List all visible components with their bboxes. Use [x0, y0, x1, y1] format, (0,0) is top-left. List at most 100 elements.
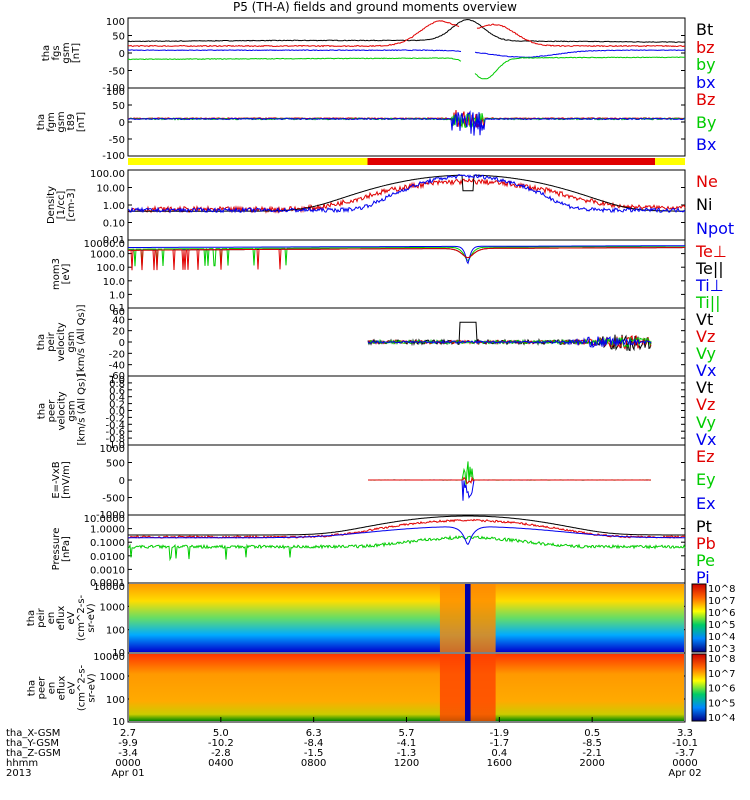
x-tick-label: -2.1 — [582, 748, 602, 759]
x-tick-label: -2.8 — [211, 748, 231, 759]
y-tick-label: 100 — [106, 87, 125, 98]
y-tick-label: 1000 — [100, 672, 125, 683]
y-axis-label-peirv: tha peir velocity gsm [km/s (All Qs)] — [36, 304, 87, 376]
colorbar-peir_spec — [691, 583, 707, 653]
x-row-label: tha_X-GSM — [6, 728, 61, 739]
spectrogram-peir_spec — [129, 584, 684, 652]
y-tick-label: 100.00 — [90, 169, 125, 180]
y-tick-label: 1.0 — [109, 375, 125, 386]
y-tick-label: 0 — [119, 49, 125, 60]
legend-peirv-Vy: Vy — [696, 344, 716, 363]
y-tick-label: 10000 — [93, 582, 125, 593]
y-tick-label: -20 — [109, 349, 125, 360]
x-tick-label: Apr 02 — [668, 768, 702, 779]
y-tick-label: -0.4 — [105, 420, 125, 431]
x-row-label: 2013 — [6, 768, 32, 779]
x-tick-label: -1.5 — [303, 748, 324, 759]
y-tick-label: 10.0 — [103, 277, 125, 288]
series-Ex — [368, 479, 651, 501]
series-Te-perp — [128, 247, 685, 271]
panel-frame-peerv — [127, 375, 686, 446]
y-tick-label: 60 — [112, 307, 125, 318]
y-tick-label: 50 — [112, 101, 125, 112]
y-tick-label: 0.0001 — [90, 578, 125, 589]
series-bx — [474, 49, 686, 58]
y-tick-label: -40 — [109, 361, 125, 372]
colorbar-label: 10^4 — [708, 632, 735, 643]
legend-peirv-Vt: Vt — [696, 310, 714, 329]
y-tick-label: 0.1000 — [90, 538, 125, 549]
colorbar-label: 10^6 — [708, 608, 735, 619]
y-tick-label: 40 — [112, 315, 125, 326]
x-tick-label: 0.5 — [584, 728, 601, 739]
y-tick-label: -1000 — [96, 510, 125, 521]
colorbar-label: 10^8 — [708, 654, 735, 665]
x-tick-label: 0000 — [115, 758, 141, 769]
y-tick-label: -100 — [102, 151, 125, 162]
x-row-label: hhmm — [6, 758, 39, 769]
series-Vt — [367, 321, 652, 352]
y-axis-label-peir_spec: tha peir en eflux eV (cm^2-s- sr-eV) — [26, 594, 97, 642]
series-Pe — [127, 534, 686, 562]
series-by — [474, 56, 685, 80]
y-tick-label: 1.00 — [103, 201, 125, 212]
legend-peirv-Vx: Vx — [696, 361, 717, 380]
y-tick-label: 0 — [119, 476, 125, 487]
legend-temp-Te⊥: Te⊥ — [696, 242, 727, 261]
y-tick-label: 0 — [119, 338, 125, 349]
y-tick-label: 100.0 — [96, 263, 125, 274]
legend-peerv-Vy: Vy — [696, 412, 716, 432]
x-row-label: tha_Y-GSM — [6, 738, 60, 749]
legend-density-Ne: Ne — [696, 172, 718, 191]
quality-bar-flag — [367, 158, 655, 165]
series-Npot — [127, 173, 686, 214]
colorbar-label: 10^8 — [708, 584, 735, 595]
legend-density-Ni: Ni — [696, 195, 713, 215]
x-tick-label: 2.7 — [120, 728, 136, 739]
y-tick-label: 10000 — [93, 652, 125, 663]
x-tick-label: 0.4 — [491, 748, 508, 759]
colorbar-label: 10^3 — [708, 644, 735, 655]
x-tick-label: 0400 — [208, 758, 234, 769]
colorbar-label: 10^7 — [708, 669, 735, 680]
y-tick-label: 10 — [112, 648, 125, 659]
spectrogram-peer_spec — [129, 654, 684, 721]
y-tick-label: 0.8 — [109, 379, 125, 390]
y-tick-label: 0.0 — [109, 407, 125, 418]
legend-peerv-Vz: Vz — [696, 395, 716, 415]
legend-temp-Ti||: Ti|| — [696, 293, 721, 312]
y-tick-label: 0 — [119, 118, 125, 129]
series-Ni — [128, 174, 685, 212]
y-tick-label: 1000.0 — [90, 250, 125, 261]
x-tick-label: 0000 — [672, 758, 698, 769]
x-tick-label: 1600 — [486, 758, 513, 769]
y-tick-label: 50 — [112, 32, 125, 43]
y-tick-label: 1000 — [100, 602, 125, 613]
series-Ey — [368, 461, 652, 486]
series-Pt — [128, 515, 685, 536]
x-tick-label: 5.7 — [398, 728, 415, 739]
y-tick-label: -0.8 — [105, 434, 125, 445]
legend-pressure-Pt: Pt — [696, 517, 712, 536]
series-Vx — [367, 336, 652, 349]
colorbar-label: 10^4 — [708, 713, 735, 724]
y-tick-label: 0.1 — [109, 303, 125, 314]
y-tick-label: 100 — [106, 626, 125, 637]
colorbar-label: 10^5 — [708, 698, 735, 709]
y-axis-label-fgm: tha fgm gsm t89 [nT] — [36, 111, 87, 133]
legend-peirv-Vz: Vz — [696, 327, 716, 346]
colorbar-peer_spec — [691, 653, 707, 722]
series-by — [127, 57, 462, 62]
x-tick-label: -8.5 — [582, 738, 602, 749]
x-tick-label: -1.3 — [396, 748, 417, 759]
legend-pressure-Pi: Pi — [696, 568, 710, 587]
series-bz — [127, 20, 460, 48]
x-tick-label: 3.3 — [677, 728, 693, 739]
legend-temp-Te||: Te|| — [696, 259, 724, 278]
y-tick-label: 1.0000 — [90, 525, 125, 536]
x-tick-label: 5.0 — [212, 728, 229, 739]
x-tick-label: Apr 01 — [111, 768, 145, 779]
y-axis-label-pressure: Pressure [nPa] — [51, 527, 72, 571]
y-tick-label: -500 — [102, 494, 125, 505]
